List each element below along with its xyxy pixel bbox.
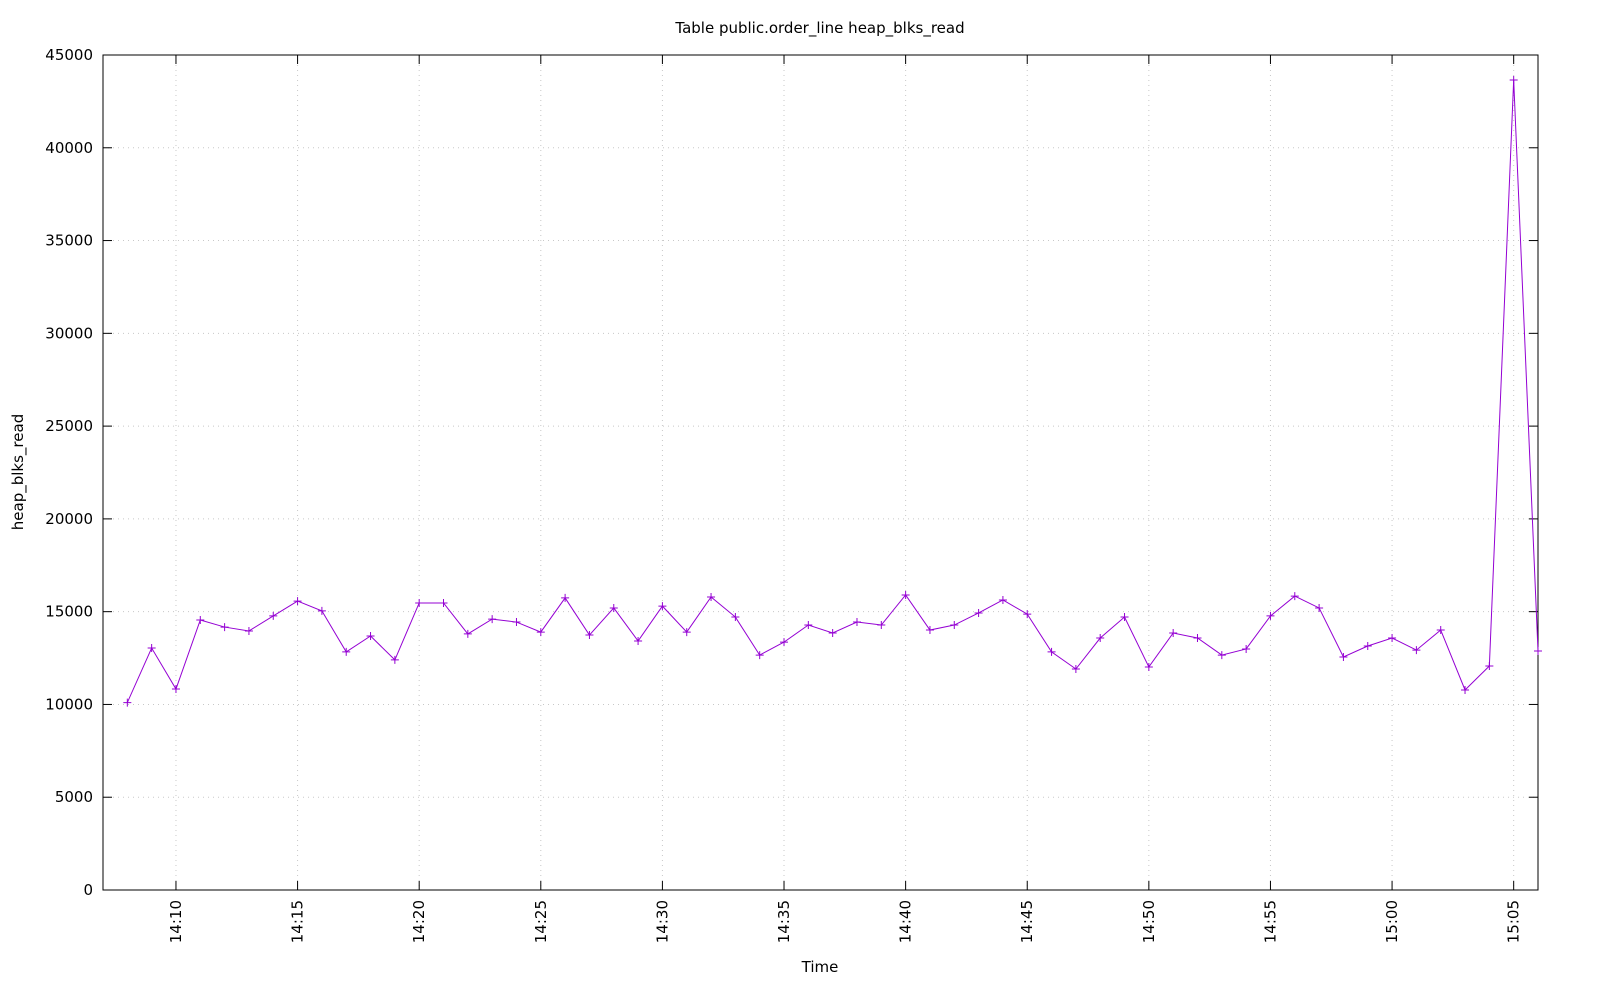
point-marker <box>1339 652 1348 661</box>
point-marker <box>780 638 789 647</box>
point-marker <box>1193 634 1202 643</box>
point-marker <box>366 631 375 640</box>
point-marker <box>244 626 253 635</box>
point-marker <box>974 608 983 617</box>
y-tick-label: 30000 <box>45 324 93 342</box>
point-marker <box>1315 603 1324 612</box>
point-marker <box>147 644 156 653</box>
y-tick-label: 20000 <box>45 510 93 528</box>
point-marker <box>171 685 180 694</box>
x-tick-label: 14:35 <box>775 900 793 943</box>
point-marker <box>317 606 326 615</box>
point-marker <box>682 628 691 637</box>
point-marker <box>1023 610 1032 619</box>
point-marker <box>1509 76 1518 85</box>
point-marker <box>585 631 594 640</box>
point-marker <box>1120 613 1129 622</box>
point-marker <box>804 621 813 630</box>
y-tick-label: 45000 <box>45 46 93 64</box>
x-tick-label: 15:00 <box>1383 900 1401 943</box>
point-marker <box>901 590 910 599</box>
point-marker <box>390 655 399 664</box>
x-tick-label: 14:15 <box>289 900 307 943</box>
x-tick-label: 14:25 <box>532 900 550 943</box>
x-axis-label: Time <box>801 958 839 976</box>
point-marker <box>1217 651 1226 660</box>
point-marker <box>488 615 497 624</box>
point-marker <box>1534 647 1542 656</box>
point-marker <box>536 628 545 637</box>
point-marker <box>731 613 740 622</box>
chart-title: Table public.order_line heap_blks_read <box>674 19 964 38</box>
x-tick-label: 14:40 <box>897 900 915 943</box>
point-marker <box>1071 665 1080 674</box>
x-tick-label: 15:05 <box>1505 900 1523 943</box>
point-marker <box>828 629 837 638</box>
point-marker <box>609 603 618 612</box>
point-marker <box>634 636 643 645</box>
y-tick-label: 35000 <box>45 232 93 250</box>
point-marker <box>1096 634 1105 643</box>
y-tick-label: 40000 <box>45 139 93 157</box>
point-marker <box>1169 629 1178 638</box>
x-tick-label: 14:45 <box>1018 900 1036 943</box>
point-marker <box>1461 685 1470 694</box>
point-marker <box>415 598 424 607</box>
y-tick-label: 0 <box>83 881 93 899</box>
point-marker <box>1266 611 1275 620</box>
point-marker <box>342 647 351 656</box>
point-marker <box>658 602 667 611</box>
x-tick-label: 14:50 <box>1140 900 1158 943</box>
point-marker <box>950 621 959 630</box>
point-marker <box>877 621 886 630</box>
point-marker <box>1363 641 1372 650</box>
point-marker <box>852 618 861 627</box>
x-tick-label: 14:20 <box>410 900 428 943</box>
x-tick-label: 14:55 <box>1261 900 1279 943</box>
point-marker <box>463 629 472 638</box>
point-marker <box>1242 644 1251 653</box>
y-tick-label: 10000 <box>45 695 93 713</box>
x-tick-label: 14:10 <box>167 900 185 943</box>
point-marker <box>1290 592 1299 601</box>
point-marker <box>1047 647 1056 656</box>
point-marker <box>196 616 205 625</box>
point-marker <box>1485 662 1494 671</box>
point-marker <box>755 651 764 660</box>
point-marker <box>220 623 229 632</box>
point-marker <box>1144 662 1153 671</box>
point-marker <box>925 626 934 635</box>
point-marker <box>998 595 1007 604</box>
point-marker <box>707 593 716 602</box>
y-axis-label: heap_blks_read <box>9 414 28 530</box>
series-line <box>126 80 1539 703</box>
y-tick-label: 15000 <box>45 603 93 621</box>
point-marker <box>1412 646 1421 655</box>
point-marker <box>561 593 570 602</box>
point-marker <box>439 598 448 607</box>
y-tick-label: 5000 <box>55 788 93 806</box>
point-marker <box>1388 634 1397 643</box>
point-marker <box>123 698 132 707</box>
point-marker <box>293 597 302 606</box>
plot-border <box>102 54 1539 891</box>
point-marker <box>269 611 278 620</box>
y-tick-label: 25000 <box>45 417 93 435</box>
point-marker <box>1436 626 1445 635</box>
point-marker <box>512 618 521 627</box>
x-tick-label: 14:30 <box>653 900 671 943</box>
